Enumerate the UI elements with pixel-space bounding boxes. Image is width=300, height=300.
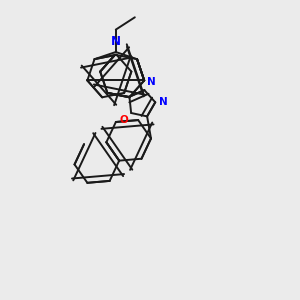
Text: N: N (159, 97, 168, 107)
Text: O: O (120, 115, 129, 124)
Text: N: N (147, 77, 156, 87)
Text: N: N (111, 35, 121, 48)
